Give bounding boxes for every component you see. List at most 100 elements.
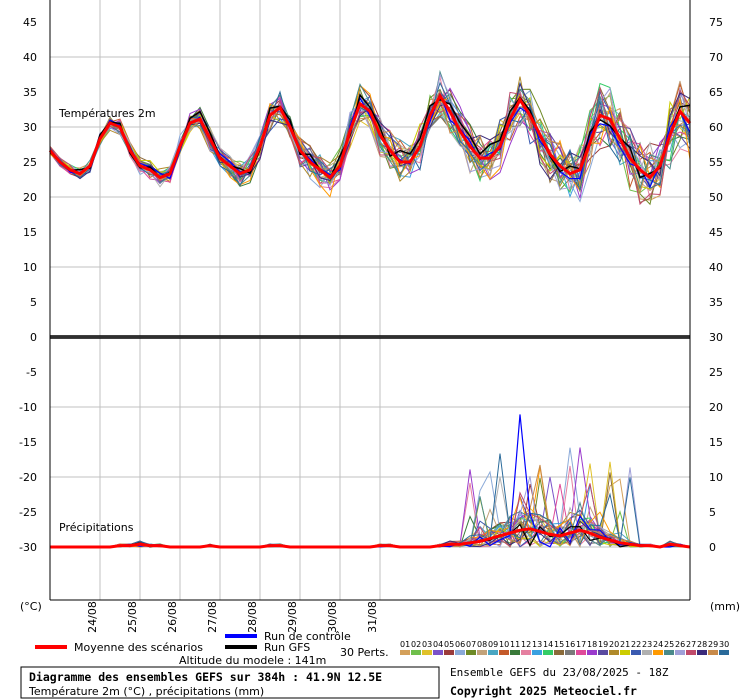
right-axis-tick-label: 10 (709, 471, 723, 484)
axis-tick-labels: 454035302520151050-5-10-15-20-25-3075706… (19, 16, 723, 633)
left-axis-tick-label: 45 (23, 16, 37, 29)
legend-pert-swatch (554, 650, 564, 655)
legend-pert-number: 08 (477, 640, 487, 649)
left-axis-tick-label: -15 (19, 436, 37, 449)
legend-pert-swatch (488, 650, 498, 655)
legend-pert-swatch (620, 650, 630, 655)
legend-pert-swatch (609, 650, 619, 655)
right-axis-tick-label: 0 (709, 541, 716, 554)
copyright: Copyright 2025 Meteociel.fr (450, 684, 637, 698)
left-axis-tick-label: 5 (30, 296, 37, 309)
legend-mean-label: Moyenne des scénarios (74, 641, 203, 654)
x-axis-tick-label: 24/08 (86, 601, 99, 633)
legend-pert-swatch (444, 650, 454, 655)
legend-pert-swatch (587, 650, 597, 655)
left-axis-tick-label: -10 (19, 401, 37, 414)
legend-pert-swatch (466, 650, 476, 655)
legend-pert-swatch (521, 650, 531, 655)
left-axis-tick-label: 15 (23, 226, 37, 239)
right-axis-tick-label: 55 (709, 156, 723, 169)
legend-pert-swatch (510, 650, 520, 655)
legend-pert-number: 30 (719, 640, 729, 649)
left-axis-tick-label: 25 (23, 156, 37, 169)
legend-pert-swatch (675, 650, 685, 655)
right-axis-unit: (mm) (710, 600, 740, 613)
legend-pert-number: 18 (587, 640, 597, 649)
legend-pert-swatch (565, 650, 575, 655)
legend-pert-number: 24 (653, 640, 663, 649)
legend-pert-number: 28 (697, 640, 707, 649)
legend-pert-swatch (400, 650, 410, 655)
legend-gfs-label: Run GFS (264, 641, 310, 654)
left-axis-unit: (°C) (20, 600, 42, 613)
x-axis-tick-label: 25/08 (126, 601, 139, 633)
mean-precipitation-line (50, 527, 691, 549)
legend-pert-number: 02 (411, 640, 421, 649)
legend-pert-swatch (598, 650, 608, 655)
right-axis-tick-label: 30 (709, 331, 723, 344)
legend-pert-number: 12 (521, 640, 531, 649)
legend-pert-number: 03 (422, 640, 432, 649)
legend-pert-number: 06 (455, 640, 465, 649)
legend-pert-swatch (653, 650, 663, 655)
caption-box (20, 666, 440, 699)
legend-pert-number: 22 (631, 640, 641, 649)
legend-pert-number: 09 (488, 640, 498, 649)
right-axis-tick-label: 20 (709, 401, 723, 414)
legend-pert-number: 04 (433, 640, 443, 649)
x-axis-tick-label: 31/08 (366, 601, 379, 633)
legend-pert-swatch (576, 650, 586, 655)
legend-pert-swatch (455, 650, 465, 655)
left-axis-tick-label: 40 (23, 51, 37, 64)
legend-pert-swatch (499, 650, 509, 655)
legend-pert-number: 15 (554, 640, 564, 649)
legend-pert-swatch (433, 650, 443, 655)
legend-pert-swatch (422, 650, 432, 655)
legend-pert-number: 23 (642, 640, 652, 649)
legend-pert-number: 16 (565, 640, 575, 649)
x-axis-tick-label: 30/08 (326, 601, 339, 633)
temperature-panel-label: Températures 2m (58, 107, 156, 120)
legend-pert-swatch (642, 650, 652, 655)
left-axis-tick-label: 30 (23, 121, 37, 134)
right-axis-tick-label: 70 (709, 51, 723, 64)
precipitation-panel-label: Précipitations (59, 521, 134, 534)
right-axis-tick-label: 25 (709, 366, 723, 379)
left-axis-tick-label: 20 (23, 191, 37, 204)
right-axis-tick-label: 15 (709, 436, 723, 449)
right-axis-tick-label: 50 (709, 191, 723, 204)
legend-perturbation-swatches: 01 02 03 04 05 06 07 08 09 10 11 12 13 14 15 16 17 18 19 20… (400, 640, 729, 655)
legend-pert-number: 05 (444, 640, 454, 649)
legend-pert-swatch (708, 650, 718, 655)
legend-pert-number: 26 (675, 640, 685, 649)
caption-subtitle: Température 2m (°C) , précipitations (mm… (28, 685, 264, 698)
model-altitude: Altitude du modele : 141m (179, 654, 326, 667)
legend-pert-number: 17 (576, 640, 586, 649)
legend-pert-number: 14 (543, 640, 553, 649)
legend-pert-number: 07 (466, 640, 476, 649)
legend-pert-number: 21 (620, 640, 630, 649)
left-axis-tick-label: -5 (26, 366, 37, 379)
legend-pert-number: 13 (532, 640, 542, 649)
left-axis-tick-label: 0 (30, 331, 37, 344)
right-axis-tick-label: 65 (709, 86, 723, 99)
legend-pert-swatch (719, 650, 729, 655)
legend-control-label: Run de contrôle (264, 630, 351, 643)
left-axis-tick-label: -30 (19, 541, 37, 554)
left-axis-tick-label: 35 (23, 86, 37, 99)
x-axis-tick-label: 26/08 (166, 601, 179, 633)
caption-title: Diagramme des ensembles GEFS sur 384h : … (29, 670, 382, 684)
legend-perts-label: 30 Perts. (340, 646, 389, 659)
mean-temperature-line (48, 92, 692, 180)
legend-pert-number: 10 (499, 640, 509, 649)
legend-pert-number: 01 (400, 640, 410, 649)
right-axis-tick-label: 40 (709, 261, 723, 274)
legend-pert-swatch (411, 650, 421, 655)
main-temperature-lines (48, 92, 692, 189)
legend-pert-number: 27 (686, 640, 696, 649)
left-axis-tick-label: -20 (19, 471, 37, 484)
legend-pert-swatch (664, 650, 674, 655)
legend-pert-swatch (543, 650, 553, 655)
x-axis-tick-label: 28/08 (246, 601, 259, 633)
